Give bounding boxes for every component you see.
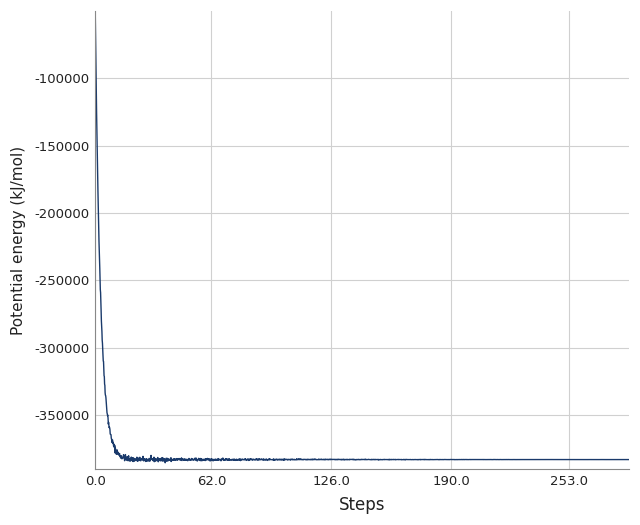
Y-axis label: Potential energy (kJ/mol): Potential energy (kJ/mol) — [11, 145, 26, 334]
X-axis label: Steps: Steps — [339, 496, 385, 514]
